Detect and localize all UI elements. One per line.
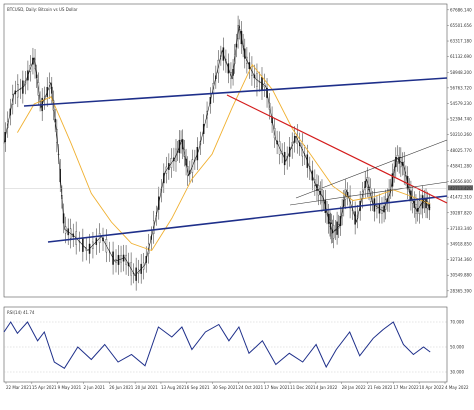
lower-channel-line — [47, 195, 448, 243]
x-tick-label: 15 Apr 2021 — [32, 385, 57, 390]
y-tick-label: 58948.200 — [450, 70, 472, 75]
x-tick-label: 24 Oct 2021 — [238, 385, 263, 390]
y-tick-label: 43656.800 — [450, 179, 472, 184]
moving-average-line — [17, 63, 431, 252]
rsi-title: RSI(14) 41.74 — [7, 310, 35, 315]
y-tick-label: 39287.820 — [450, 210, 472, 215]
y-tick-label: 65501.656 — [450, 23, 472, 28]
y-tick-label: 48025.770 — [450, 148, 472, 153]
y-tick-label: 37103.340 — [450, 226, 472, 231]
price-chart-title: BTCUSD, Daily: Bitcoin vs US Dollar — [7, 7, 78, 12]
y-tick-label: 56763.720 — [450, 85, 472, 90]
upper-channel-line — [23, 77, 448, 107]
x-tick-label: 26 Jun 2021 — [109, 385, 134, 390]
x-tick-label: 17 Mar 2022 — [393, 385, 419, 390]
x-axis: 22 Mar 2021 15 Apr 2021 9 May 2021 2 Jun 20… — [5, 382, 469, 390]
x-tick-label: 20 Jul 2021 — [135, 385, 158, 390]
y-tick-label: 50210.260 — [450, 132, 472, 137]
y-tick-label: 61132.690 — [450, 54, 472, 59]
x-tick-label: 4 May 2022 — [445, 385, 469, 390]
y-tick-label: 34918.850 — [450, 241, 472, 246]
y-tick-label: 41472.310 — [450, 195, 472, 200]
y-tick-label: 28365.390 — [450, 288, 472, 293]
current-price-label: 42713.420 — [450, 186, 472, 191]
x-tick-label: 22 Mar 2021 — [6, 385, 32, 390]
rsi-tick-label: 30.000 — [450, 370, 464, 375]
y-tick-label: 54579.230 — [450, 101, 472, 106]
rsi-tick-label: 70.000 — [450, 320, 464, 325]
x-tick-label: 21 Feb 2022 — [368, 385, 393, 390]
rsi-panel: RSI(14) 41.74 70.000 50.000 30.000 — [3, 306, 464, 383]
price-panel-frame — [3, 3, 448, 298]
lower-wedge-line — [289, 181, 448, 206]
current-price-badge — [448, 185, 473, 191]
rsi-tick-label: 50.000 — [450, 345, 464, 350]
rsi-panel-frame — [3, 306, 448, 383]
rsi-line — [3, 321, 431, 369]
x-tick-label: 13 Aug 2021 — [161, 385, 187, 390]
x-tick-label: 11 Dec 2021 — [290, 385, 316, 390]
red-trend-line — [226, 94, 448, 204]
y-tick-label: 30549.880 — [450, 273, 472, 278]
x-tick-label: 4 Jan 2022 — [316, 385, 338, 390]
y-tick-label: 45841.280 — [450, 163, 472, 168]
y-tick-label: 63317.180 — [450, 39, 472, 44]
price-panel: BTCUSD, Daily: Bitcoin vs US Dollar 6768… — [3, 3, 473, 298]
x-tick-label: 28 Jan 2022 — [342, 385, 366, 390]
y-tick-label: 52394.740 — [450, 117, 472, 122]
x-tick-label: 2 Jun 2021 — [83, 385, 105, 390]
x-tick-label: 9 May 2021 — [58, 385, 82, 390]
x-tick-label: 30 Sep 2021 — [213, 385, 239, 390]
x-tick-label: 6 Sep 2021 — [187, 385, 210, 390]
x-tick-label: 10 Apr 2022 — [419, 385, 444, 390]
y-tick-label: 32734.360 — [450, 257, 472, 262]
y-tick-label: 67686.140 — [450, 7, 472, 12]
x-tick-label: 17 Nov 2021 — [264, 385, 290, 390]
